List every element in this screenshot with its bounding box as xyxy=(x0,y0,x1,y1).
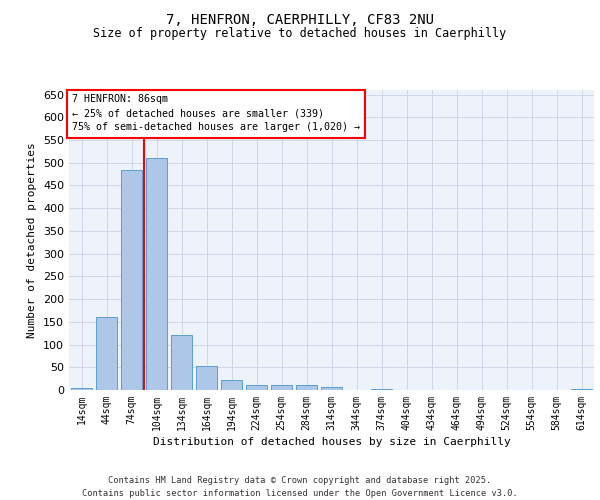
Text: Contains HM Land Registry data © Crown copyright and database right 2025.
Contai: Contains HM Land Registry data © Crown c… xyxy=(82,476,518,498)
Bar xyxy=(246,384,267,390)
Y-axis label: Number of detached properties: Number of detached properties xyxy=(28,142,37,338)
Bar xyxy=(321,387,342,390)
Text: 7 HENFRON: 86sqm
← 25% of detached houses are smaller (339)
75% of semi-detached: 7 HENFRON: 86sqm ← 25% of detached house… xyxy=(71,94,359,132)
Bar xyxy=(121,170,142,390)
Bar xyxy=(221,380,242,390)
Bar xyxy=(71,388,92,390)
Text: 7, HENFRON, CAERPHILLY, CF83 2NU: 7, HENFRON, CAERPHILLY, CF83 2NU xyxy=(166,12,434,26)
Bar xyxy=(196,366,217,390)
Bar xyxy=(146,158,167,390)
X-axis label: Distribution of detached houses by size in Caerphilly: Distribution of detached houses by size … xyxy=(152,437,511,447)
Bar xyxy=(296,386,317,390)
Text: Size of property relative to detached houses in Caerphilly: Size of property relative to detached ho… xyxy=(94,28,506,40)
Bar xyxy=(371,389,392,390)
Bar xyxy=(96,318,117,390)
Bar xyxy=(571,389,592,390)
Bar xyxy=(271,386,292,390)
Bar xyxy=(171,334,192,390)
